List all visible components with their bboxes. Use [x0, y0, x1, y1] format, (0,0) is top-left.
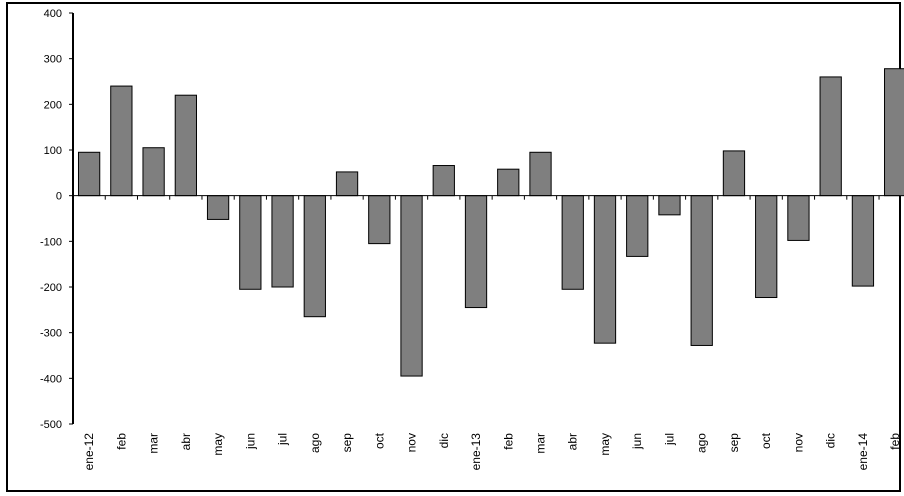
x-tick-label: ago	[308, 433, 322, 453]
bar	[110, 85, 133, 197]
y-ticks-group: 400 300 200 100 0 -100 -200 -300 -400 -500	[40, 8, 73, 431]
x-tick-label: feb	[114, 433, 128, 450]
bar	[271, 195, 294, 288]
bars-group	[77, 68, 904, 377]
bar	[432, 165, 455, 197]
x-tick-label: nov	[405, 433, 419, 452]
bar	[787, 195, 810, 241]
x-tick-label: jun	[243, 433, 257, 450]
axes-group	[72, 13, 900, 424]
x-tick-label: nov	[791, 433, 805, 452]
x-tick-label: jul	[276, 433, 290, 446]
x-tick-label: abr	[179, 433, 193, 450]
x-tick-label: ene-14	[856, 433, 870, 471]
bar	[77, 151, 101, 197]
x-tick-label: sep	[727, 433, 741, 453]
y-tick-label: 100	[44, 145, 62, 157]
y-tick-label: 300	[44, 54, 62, 66]
x-tick-label: mar	[147, 433, 161, 454]
x-tick-label: may	[211, 433, 225, 456]
bar	[464, 195, 488, 309]
x-tick-label: jul	[662, 433, 676, 446]
y-tick-label: -400	[40, 373, 62, 385]
x-tick-label: feb	[501, 433, 515, 450]
bar	[755, 195, 778, 299]
x-tick-label: jun	[630, 433, 644, 450]
x-tick-label: oct	[372, 432, 386, 449]
y-tick-label: -300	[40, 328, 62, 340]
bar	[593, 195, 617, 344]
chart-frame	[6, 2, 901, 492]
y-tick-label: 0	[56, 191, 62, 203]
bar	[851, 195, 875, 287]
x-tick-label: may	[598, 433, 612, 456]
bar	[497, 168, 520, 197]
bar	[335, 171, 359, 197]
bar	[303, 195, 326, 318]
x-tick-label: dic	[824, 433, 838, 448]
x-tick-label: abr	[566, 433, 580, 450]
x-tick-label: feb	[888, 433, 902, 450]
bar	[368, 195, 391, 245]
x-tick-label: dic	[437, 433, 451, 448]
bar	[819, 76, 842, 197]
bar	[626, 195, 649, 257]
bar	[206, 195, 230, 220]
bar	[884, 68, 904, 197]
y-tick-label: -100	[40, 236, 62, 248]
bar	[400, 195, 423, 377]
y-tick-label: 400	[44, 8, 62, 20]
bar	[174, 94, 197, 197]
y-tick-label: -200	[40, 282, 62, 294]
x-tick-label: ene-12	[82, 433, 96, 471]
x-tick-label: oct	[759, 432, 773, 449]
y-tick-label: -500	[40, 419, 62, 431]
bar	[239, 195, 262, 290]
bar	[658, 195, 681, 216]
bar	[561, 195, 584, 290]
x-labels-group: ene-12 feb mar abr may jun jul ago sep oct nov dic e…	[82, 432, 902, 470]
bar	[142, 147, 165, 197]
bar	[690, 195, 713, 346]
bar	[722, 150, 746, 197]
x-tick-label: ago	[695, 433, 709, 453]
bar	[529, 151, 552, 197]
x-tick-label: sep	[340, 433, 354, 453]
y-tick-label: 200	[44, 99, 62, 111]
x-tick-label: mar	[534, 433, 548, 454]
x-tick-label: ene-13	[469, 433, 483, 471]
